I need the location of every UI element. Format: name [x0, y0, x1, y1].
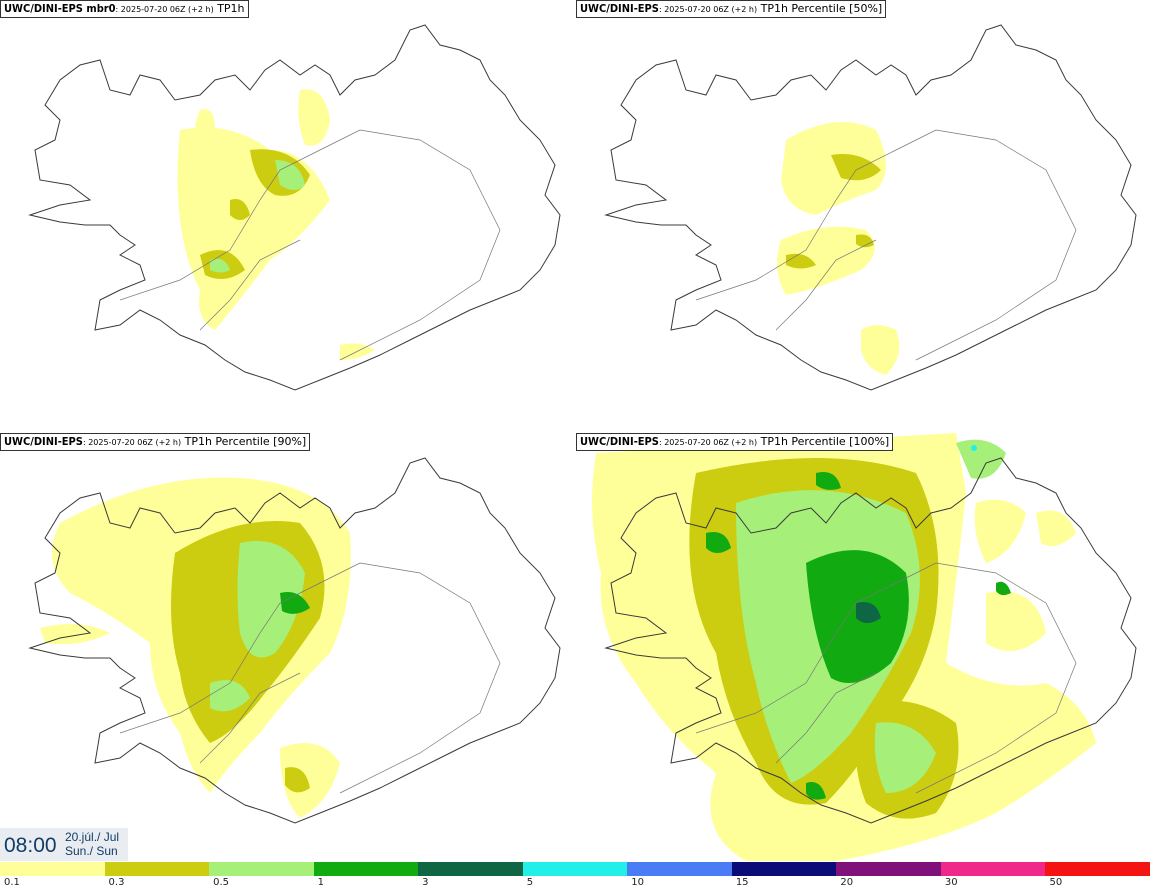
roads	[695, 562, 1077, 794]
legend-swatch	[313, 862, 419, 876]
panel-model: UWC/DINI-EPS mbr0	[4, 2, 116, 15]
panel-title: UWC/DINI-EPS: 2025-07-20 06Z (+2 h) TP1h…	[576, 433, 894, 451]
precip-shading-0-5	[210, 160, 305, 273]
legend-swatch	[418, 862, 524, 876]
panel-title: UWC/DINI-EPS mbr0: 2025-07-20 06Z (+2 h)…	[0, 0, 249, 18]
panel-field: TP1h	[217, 2, 245, 15]
legend-tick-label: 50	[1049, 877, 1063, 888]
legend-tick-label: 0.5	[213, 877, 229, 888]
valid-date: 20.júl./ Jul Sun./ Sun	[65, 830, 119, 858]
legend-swatch	[104, 862, 210, 876]
legend-tick-label: 15	[735, 877, 749, 888]
legend-tick-label: 30	[944, 877, 958, 888]
legend-tick-label: 0.1	[4, 877, 20, 888]
precip-map	[592, 433, 1137, 861]
iceland-coastline	[604, 457, 1137, 824]
legend-swatch	[940, 862, 1046, 876]
legend-swatch	[836, 862, 942, 876]
roads	[119, 129, 501, 361]
valid-time-box: 08:00 20.júl./ Jul Sun./ Sun	[0, 828, 128, 861]
roads	[695, 129, 1077, 361]
precip-map	[28, 457, 561, 824]
iceland-coastline	[28, 24, 561, 391]
panel-field: TP1h Percentile [50%]	[760, 2, 883, 15]
panel-field: TP1h Percentile [90%]	[184, 435, 307, 448]
panel-run-time: : 2025-07-20 06Z (+2 h)	[658, 5, 758, 14]
panel-model: UWC/DINI-EPS	[580, 435, 659, 448]
legend-tick-label: 1	[317, 877, 324, 888]
panel-run-time: : 2025-07-20 06Z (+2 h)	[82, 438, 182, 447]
precip-shading	[177, 89, 375, 360]
panel-model: UWC/DINI-EPS	[580, 2, 659, 15]
iceland-coastline	[604, 24, 1137, 391]
precip-map	[604, 24, 1137, 391]
legend-swatch	[627, 862, 733, 876]
panel-title: UWC/DINI-EPS: 2025-07-20 06Z (+2 h) TP1h…	[576, 0, 887, 18]
precip-shading	[777, 122, 900, 375]
legend-tick-label: 3	[422, 877, 429, 888]
precip-shading-5	[971, 445, 977, 451]
legend-tick-label: 5	[526, 877, 534, 888]
legend-tick-label: 0.3	[108, 877, 125, 888]
precip-shading-1	[280, 592, 310, 614]
panel-model: UWC/DINI-EPS	[4, 435, 83, 448]
legend-tick-label: 10	[631, 877, 644, 888]
panel-run-time: : 2025-07-20 06Z (+2 h)	[115, 5, 214, 14]
map-panel-p90: UWC/DINI-EPS: 2025-07-20 06Z (+2 h) TP1h…	[0, 433, 573, 861]
map-panel-p50: UWC/DINI-EPS: 2025-07-20 06Z (+2 h) TP1h…	[576, 0, 1149, 428]
precip-shading-0-3	[786, 154, 881, 269]
valid-date-line2: Sun./ Sun	[65, 844, 118, 858]
iceland-coastline	[28, 457, 561, 824]
legend-tick-label: 20	[840, 877, 854, 888]
legend-swatch	[209, 862, 315, 876]
precip-color-legend: 0.1 0.3 0.5 1 3 5 10 15 20 30 50	[0, 862, 1150, 891]
panel-field: TP1h Percentile [100%]	[760, 435, 890, 448]
legend-swatch	[0, 862, 105, 876]
legend-swatch	[522, 862, 628, 876]
map-panel-p100: UWC/DINI-EPS: 2025-07-20 06Z (+2 h) TP1h…	[576, 433, 1149, 861]
precip-map	[28, 24, 561, 391]
precip-shading-3	[856, 602, 881, 623]
valid-time: 08:00	[4, 834, 57, 857]
roads	[119, 562, 501, 794]
precip-shading-0-5	[210, 541, 305, 712]
map-panel-mbr0: UWC/DINI-EPS mbr0: 2025-07-20 06Z (+2 h)…	[0, 0, 573, 428]
legend-swatch	[731, 862, 837, 876]
panel-title: UWC/DINI-EPS: 2025-07-20 06Z (+2 h) TP1h…	[0, 433, 311, 451]
legend-swatch	[1045, 862, 1150, 876]
panel-run-time: : 2025-07-20 06Z (+2 h)	[658, 438, 758, 447]
valid-date-line1: 20.júl./ Jul	[65, 830, 120, 844]
